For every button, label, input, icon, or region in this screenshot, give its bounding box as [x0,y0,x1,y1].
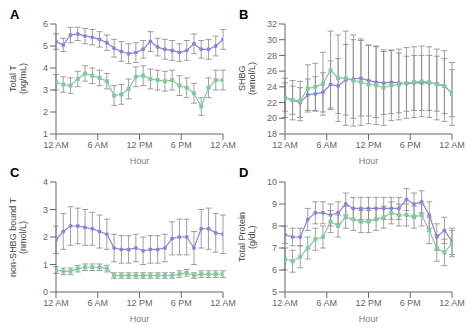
html-text:Total T (ng/mL): Total T (ng/mL) [8,63,28,95]
svg-text:32: 32 [267,19,277,29]
html-text:D: D [239,165,249,180]
svg-text:4: 4 [43,177,48,187]
svg-text:28: 28 [267,51,277,61]
svg-text:1: 1 [43,129,48,139]
html-text:Total Protein (g/dL): Total Protein (g/dL) [237,212,257,262]
svg-text:1: 1 [43,260,48,270]
html-text:B: B [239,7,249,22]
svg-text:12 AM: 12 AM [43,140,69,150]
svg-text:Hour: Hour [130,156,150,166]
svg-text:6: 6 [43,19,48,29]
svg-text:12 AM: 12 AM [439,298,465,308]
svg-text:Hour: Hour [359,314,379,324]
svg-text:Hour: Hour [359,156,379,166]
svg-text:4: 4 [43,63,48,73]
svg-text:3: 3 [43,85,48,95]
svg-text:12 PM: 12 PM [126,298,152,308]
svg-text:8: 8 [272,221,277,231]
html-text:non-SHBG bound T (nmol/L): non-SHBG bound T (nmol/L) [8,197,28,277]
svg-text:0: 0 [43,287,48,297]
html-text:A: A [10,7,20,22]
svg-text:6 PM: 6 PM [171,298,192,308]
svg-text:10: 10 [267,177,277,187]
svg-text:7: 7 [272,243,277,253]
svg-text:6 PM: 6 PM [400,298,421,308]
svg-text:6 PM: 6 PM [171,140,192,150]
svg-text:6 AM: 6 AM [87,140,108,150]
svg-text:12 AM: 12 AM [210,298,236,308]
svg-text:6 PM: 6 PM [400,140,421,150]
svg-text:12 AM: 12 AM [272,298,298,308]
svg-text:6 AM: 6 AM [316,140,337,150]
svg-text:Hour: Hour [130,314,150,324]
svg-text:6: 6 [272,265,277,275]
svg-text:18: 18 [267,129,277,139]
svg-text:24: 24 [267,82,277,92]
svg-text:5: 5 [272,287,277,297]
svg-text:12 PM: 12 PM [355,140,381,150]
svg-text:2: 2 [43,232,48,242]
svg-text:12 AM: 12 AM [210,140,236,150]
svg-text:12 PM: 12 PM [126,140,152,150]
svg-text:22: 22 [267,98,277,108]
html-text:SHBG (nmol/L): SHBG (nmol/L) [237,62,257,96]
svg-text:5: 5 [43,41,48,51]
svg-text:12 PM: 12 PM [355,298,381,308]
svg-text:12 AM: 12 AM [439,140,465,150]
svg-text:6 AM: 6 AM [87,298,108,308]
svg-text:12 AM: 12 AM [43,298,69,308]
svg-text:2: 2 [43,107,48,117]
svg-text:3: 3 [43,205,48,215]
svg-text:30: 30 [267,35,277,45]
svg-text:26: 26 [267,66,277,76]
svg-text:9: 9 [272,199,277,209]
svg-text:12 AM: 12 AM [272,140,298,150]
svg-text:20: 20 [267,113,277,123]
svg-text:6 AM: 6 AM [316,298,337,308]
html-text:C: C [10,165,20,180]
